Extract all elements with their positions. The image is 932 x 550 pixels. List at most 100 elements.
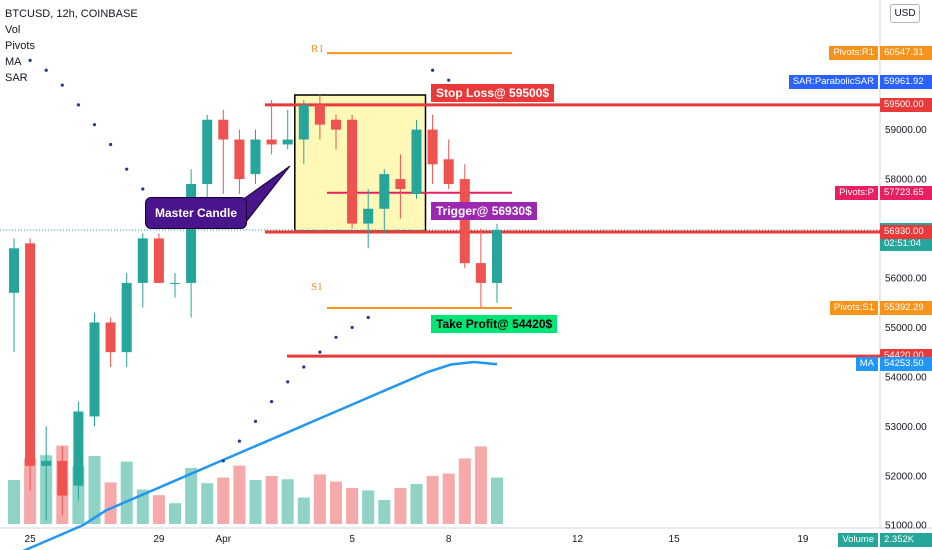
volume-bar [217, 477, 230, 524]
candle [379, 169, 390, 234]
candle-body [137, 238, 148, 283]
sar-dot [350, 325, 354, 330]
price-tag-label: MA [855, 357, 878, 372]
sar-dot [92, 123, 97, 127]
candle-body [443, 159, 454, 185]
candle-body [153, 238, 164, 283]
sar-dot [447, 78, 451, 82]
sar-dot [125, 167, 129, 171]
x-tick-label: Apr [216, 534, 232, 545]
sar-dot [28, 58, 32, 62]
x-tick-label: 29 [153, 534, 165, 545]
y-tick-label: 52000.00 [885, 471, 927, 482]
y-tick-label: 53000.00 [885, 422, 927, 433]
candle [9, 238, 19, 353]
candle [347, 114, 358, 229]
currency-button[interactable]: USD [890, 4, 920, 23]
y-tick-label: 59000.00 [885, 125, 927, 136]
candle [492, 223, 502, 303]
x-tick-label: 5 [349, 534, 355, 545]
sar-dot [334, 335, 338, 339]
candle-body [73, 411, 84, 486]
sar-dot [76, 103, 80, 107]
volume-bar [297, 497, 310, 524]
candle-body [427, 129, 438, 165]
volume-bar [104, 482, 117, 524]
indicator-vol[interactable]: Vol [5, 24, 21, 36]
candle [73, 401, 84, 501]
y-tick-label: 58000.00 [885, 175, 927, 186]
volume-bar [136, 489, 149, 524]
candle [298, 99, 309, 165]
volume-bar [201, 483, 214, 524]
candle [186, 169, 197, 318]
y-tick-label: 56000.00 [885, 273, 927, 284]
candle [89, 312, 100, 427]
candle-body [411, 129, 422, 194]
volume-bar [426, 476, 439, 524]
price-tag-value: 56930.00 [880, 224, 932, 239]
take-profit-label: Take Profit@ 54420$ [431, 315, 558, 333]
price-tag-value: 55392.29 [880, 301, 932, 316]
x-tick-label: 15 [669, 534, 681, 545]
volume-bar [169, 503, 181, 524]
volume-bar [442, 473, 455, 524]
indicator-pivots[interactable]: Pivots [5, 40, 35, 52]
volume-bar [346, 488, 359, 524]
candle-body [475, 263, 486, 283]
candle-body [331, 119, 341, 130]
candle-body [282, 139, 293, 145]
indicator-ma[interactable]: MA [5, 56, 22, 68]
candle-body [57, 460, 68, 496]
candle-body [234, 139, 245, 180]
trigger-label: Trigger@ 56930$ [431, 202, 537, 220]
candle-body [89, 322, 100, 417]
countdown-timer: 02:51:04 [880, 237, 932, 251]
master-candle-callout: Master Candle [145, 197, 247, 229]
candle [314, 95, 325, 140]
candle [266, 99, 277, 155]
indicator-sar[interactable]: SAR [5, 72, 28, 84]
candle-body [459, 179, 470, 264]
volume-bar [330, 481, 342, 524]
price-tag-value: 54253.50 [880, 357, 932, 372]
price-tag-label: Pivots:R1 [829, 46, 878, 61]
master-candle-box [294, 94, 427, 232]
price-tag-label: Pivots:P [835, 185, 878, 200]
candle [443, 139, 454, 189]
sar-dot [286, 380, 290, 384]
candle [137, 233, 148, 308]
y-tick-label: 51000.00 [885, 521, 927, 532]
y-tick-label: 55000.00 [885, 323, 927, 334]
candle [363, 188, 374, 249]
candle-body [121, 282, 132, 353]
volume-bar [474, 446, 487, 524]
candle-body [170, 282, 180, 284]
candle-body [347, 119, 358, 224]
volume-bar [185, 468, 198, 524]
candle-body [379, 174, 390, 209]
candle-body [395, 179, 406, 189]
sar-dot [221, 459, 225, 463]
price-tag-value: 57723.65 [880, 185, 932, 200]
volume-bar [265, 476, 278, 524]
x-tick-label: 8 [446, 534, 452, 545]
candle-body [186, 184, 197, 283]
volume-bar [458, 458, 471, 524]
sar-dot [253, 419, 258, 423]
x-tick-label: 12 [572, 534, 584, 545]
candle [234, 129, 245, 194]
candle-body [314, 104, 325, 125]
candle [282, 109, 293, 150]
volume-bar [491, 477, 503, 524]
candle [41, 426, 52, 521]
candle-body [25, 243, 36, 466]
r1-level-label: R1 [311, 43, 324, 55]
symbol-title[interactable]: BTCUSD, 12h, COINBASE [5, 8, 138, 20]
volume-bar [394, 488, 407, 524]
candle-body [250, 139, 261, 175]
candle [218, 109, 229, 194]
volume-bar [152, 495, 165, 524]
candle [57, 446, 68, 516]
sar-dot [366, 315, 370, 320]
